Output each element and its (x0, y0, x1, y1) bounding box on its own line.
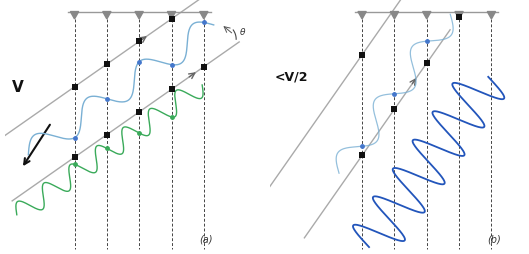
Polygon shape (135, 11, 143, 19)
Text: V: V (12, 80, 24, 95)
Polygon shape (455, 11, 463, 19)
Polygon shape (103, 11, 111, 19)
Polygon shape (167, 11, 176, 19)
Polygon shape (390, 11, 398, 19)
Polygon shape (358, 11, 366, 19)
Text: θ: θ (240, 28, 245, 37)
Polygon shape (487, 11, 496, 19)
Text: (b): (b) (487, 234, 500, 244)
Text: (a): (a) (199, 234, 213, 244)
Polygon shape (423, 11, 431, 19)
Polygon shape (70, 11, 79, 19)
Text: <V/2: <V/2 (275, 71, 308, 84)
Polygon shape (199, 11, 208, 19)
